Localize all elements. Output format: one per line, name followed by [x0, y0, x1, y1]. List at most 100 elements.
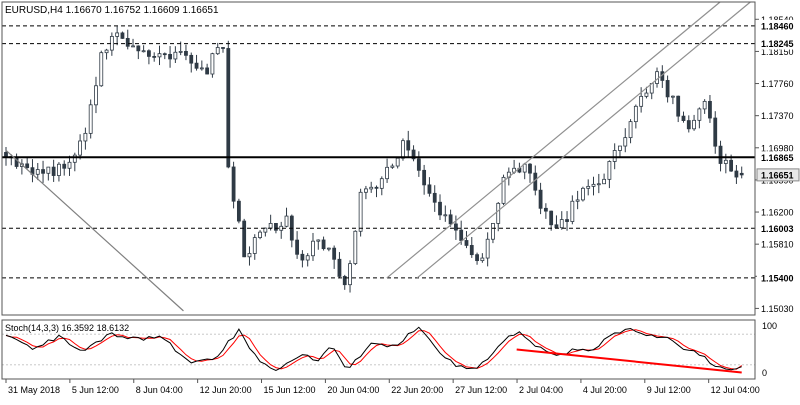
stoch-pane-frame [1, 319, 756, 380]
time-tick-label: 2 Jul 04:00 [519, 385, 563, 395]
candle [99, 52, 104, 87]
candle [348, 263, 352, 286]
candle [639, 95, 644, 107]
candle [226, 48, 231, 168]
candle [538, 189, 543, 209]
candle [252, 237, 257, 254]
price-level-label: 1.16651 [761, 170, 794, 180]
candle [581, 187, 585, 201]
candle [469, 245, 474, 256]
time-tick-label: 27 Jun 12:00 [455, 385, 507, 395]
candle [671, 95, 675, 98]
price-label-box [757, 222, 799, 235]
candle [401, 140, 405, 159]
candle [628, 121, 633, 139]
candle [575, 199, 580, 202]
candle [194, 62, 199, 69]
candle [221, 47, 225, 49]
candle [168, 53, 172, 60]
stoch-indicator-label: Stoch(14,3,3) 16.3592 18.6132 [5, 323, 129, 333]
candle [618, 145, 622, 151]
candle [443, 214, 448, 217]
candle [475, 254, 479, 262]
candle [702, 100, 707, 110]
price-tick-label: 1.17760 [761, 79, 794, 89]
candle [332, 247, 337, 260]
candle [501, 176, 506, 204]
trendline[interactable] [416, 1, 751, 279]
candle [326, 247, 331, 250]
candle [448, 214, 453, 225]
price-tick-label: 1.16200 [761, 208, 794, 218]
price-label-box [756, 168, 800, 182]
candle [723, 159, 728, 164]
price-label-box [757, 37, 799, 50]
divergence-line[interactable] [516, 348, 742, 374]
candle [131, 45, 135, 48]
candle [67, 161, 72, 169]
price-level-label: 1.15400 [761, 273, 794, 283]
candle [274, 223, 278, 231]
candle [607, 161, 612, 180]
candle [729, 159, 734, 172]
candle [263, 227, 268, 233]
candle [247, 253, 252, 258]
candle [94, 85, 98, 106]
candle [136, 45, 141, 52]
candle [644, 92, 649, 97]
candle [422, 169, 427, 186]
candle [390, 165, 395, 168]
price-tick-label: 1.17370 [761, 111, 794, 121]
candle [438, 201, 442, 216]
candle [596, 183, 601, 186]
price-level-label: 1.16003 [761, 224, 794, 234]
time-tick-label: 22 Jun 20:00 [391, 385, 443, 395]
candle [115, 32, 120, 37]
candle [665, 80, 670, 98]
time-tick-label: 8 Jun 04:00 [136, 385, 183, 395]
candle [464, 240, 469, 246]
candle [686, 120, 691, 130]
trendline[interactable] [386, 1, 721, 279]
time-tick-label: 15 Jun 12:00 [264, 385, 316, 395]
candle [549, 210, 554, 226]
trendline[interactable] [5, 149, 184, 312]
price-tick-label: 1.15030 [761, 304, 794, 314]
candle [242, 220, 247, 258]
candle [602, 178, 606, 185]
candle [147, 50, 151, 57]
time-tick-label: 4 Jul 20:00 [583, 385, 627, 395]
candle [453, 223, 458, 231]
candle [88, 104, 93, 134]
candle [236, 200, 241, 222]
price-tick-label: 1.16980 [761, 143, 794, 153]
candle [353, 230, 358, 265]
stoch-tick-label: 0 [762, 368, 767, 378]
candle [591, 183, 596, 187]
candle [734, 170, 739, 178]
candle [78, 140, 82, 156]
candle [199, 67, 204, 70]
price-label-box [757, 19, 799, 32]
candle [358, 191, 363, 232]
symbol-ohlc-header: EURUSD,H4 1.16670 1.16752 1.16609 1.1665… [5, 5, 219, 16]
candle [491, 222, 495, 240]
candle [35, 169, 40, 175]
candle [496, 202, 501, 224]
candle [432, 192, 437, 203]
candle [713, 117, 718, 147]
candle [633, 105, 638, 123]
candle [697, 108, 702, 121]
time-tick-label: 5 Jun 12:00 [72, 385, 119, 395]
candle [337, 258, 342, 277]
time-tick-label: 31 May 2018 [8, 385, 60, 395]
candle [162, 53, 167, 56]
price-level-label: 1.18460 [761, 21, 794, 31]
candle [184, 50, 188, 56]
candle [485, 238, 490, 259]
candle [379, 178, 384, 189]
candle [411, 149, 416, 160]
candle [316, 239, 321, 242]
